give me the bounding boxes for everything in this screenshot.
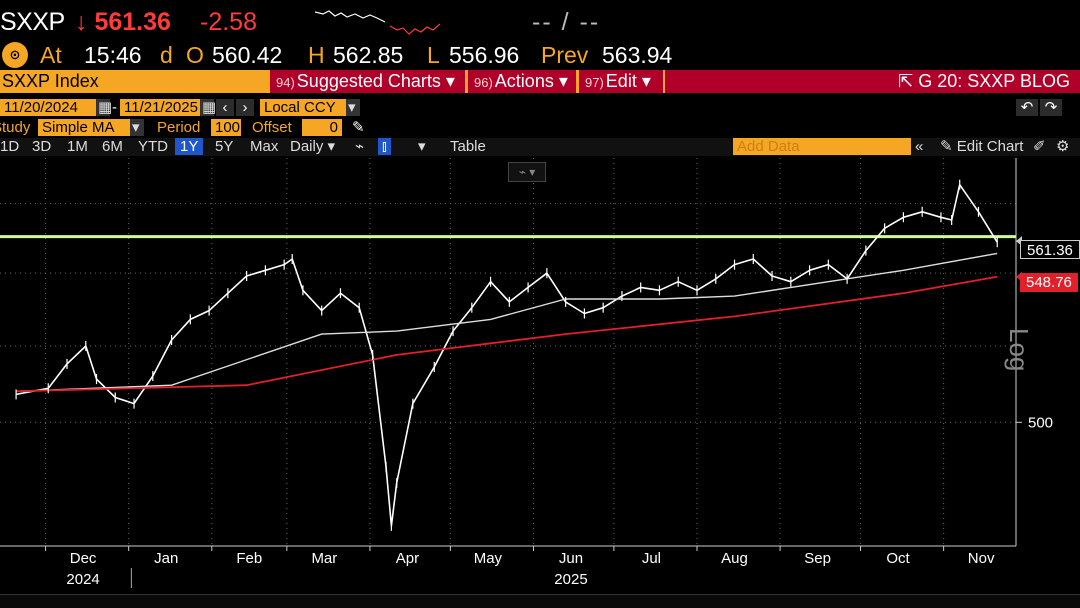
external-link-icon: ⇱ <box>898 71 919 91</box>
x-tick-label: Nov <box>968 550 995 567</box>
edit-num: 97) <box>585 75 604 90</box>
price-chart[interactable]: Dec Jan Feb Mar Apr May Jun Jul Aug Sep Oct Nov 2024… <box>0 158 1080 608</box>
high-label: H <box>308 42 325 68</box>
x-tick-label: Aug <box>721 550 748 567</box>
menu-bar: SXXP Index 94) Suggested Charts ▾ 96) Acti… <box>0 70 1080 93</box>
x-tick-label: Mar <box>311 550 337 567</box>
edit-icon[interactable]: ✐ <box>1033 138 1046 155</box>
sma100-series-line <box>16 275 998 393</box>
chevron-down-icon[interactable]: ▾ <box>346 99 360 116</box>
period-1m[interactable]: 1M <box>67 138 88 155</box>
calendar-icon[interactable]: ▦ <box>200 99 217 116</box>
y-tick-label: 500 <box>1028 414 1053 431</box>
period-toolbar: 1D 3D 1M 6M YTD 1Y 5Y Max Daily ▾ ⌁ ⫾ ▾ … <box>0 138 1080 156</box>
blog-link[interactable]: ⇱ G 20: SXXP BLOG <box>898 70 1070 93</box>
open-value: 560.42 <box>212 42 283 68</box>
prev-arrow-icon[interactable]: ‹ <box>216 99 234 116</box>
last-price: ↓ 561.36 <box>75 8 171 36</box>
period-input[interactable]: 100 <box>211 119 241 136</box>
at-label: At <box>40 42 62 68</box>
chart-canvas[interactable]: Dec Jan Feb Mar Apr May Jun Jul Aug Sep Oct Nov 2024… <box>0 158 1080 594</box>
edit-chart-button[interactable]: ✎ Edit Chart <box>940 138 1023 155</box>
d-label: d <box>160 42 173 68</box>
last-price-flag: 561.36 <box>1020 240 1080 259</box>
year-label: 2025 <box>554 571 587 588</box>
x-tick-label: Sep <box>804 550 831 567</box>
actions-num: 96) <box>474 75 493 90</box>
period-3d[interactable]: 3D <box>32 138 52 155</box>
start-date-input[interactable]: 11/20/2024 <box>0 99 96 116</box>
suggested-num: 94) <box>276 75 295 90</box>
open-label: O <box>186 42 204 68</box>
log-scale-label[interactable]: Log <box>1004 328 1034 372</box>
date-range-row: 11/20/2024 ▦ - 11/21/2025 ▦ ‹ › Local CC… <box>0 99 1080 117</box>
undo-icon[interactable]: ↶ <box>1016 99 1038 116</box>
prev-label: Prev <box>541 42 589 68</box>
blog-label: G 20: SXXP BLOG <box>918 71 1070 91</box>
study-row: Study Simple MA ▾ Period 100 Offset 0 ✎ <box>0 119 1080 137</box>
chevron-down-icon[interactable]: ▾ <box>130 119 144 136</box>
next-arrow-icon[interactable]: › <box>236 99 254 116</box>
actions-menu[interactable]: 96) Actions ▾ <box>468 70 576 93</box>
edit-label: Edit ▾ <box>605 71 651 91</box>
chevron-down-icon[interactable]: ▾ <box>418 138 426 155</box>
table-button[interactable]: Table <box>450 138 486 155</box>
ticker-symbol[interactable]: SXXP <box>0 8 65 36</box>
line-chart-icon[interactable]: ⌁ <box>355 138 365 155</box>
low-value: 556.96 <box>449 42 520 68</box>
low-label: L <box>427 42 440 68</box>
date-dash: - <box>112 99 117 116</box>
gauge-icon[interactable]: ⊙ <box>2 42 28 68</box>
suggested-charts-label: Suggested Charts ▾ <box>296 71 455 91</box>
period-max[interactable]: Max <box>250 138 279 155</box>
offset-label: Offset <box>252 119 292 136</box>
quote-header: SXXP ↓ 561.36 -2.58 -- / -- <box>0 0 1080 42</box>
x-tick-label: May <box>474 550 503 567</box>
x-tick-label: Jul <box>642 550 661 567</box>
bid-ask: -- / -- <box>532 8 601 36</box>
period-5y[interactable]: 5Y <box>215 138 234 155</box>
high-value: 562.85 <box>333 42 404 68</box>
edit-chart-label: Edit Chart <box>956 138 1024 155</box>
currency-select[interactable]: Local CCY <box>260 99 346 116</box>
x-tick-label: Apr <box>396 550 419 567</box>
edit-menu[interactable]: 97) Edit ▾ <box>579 70 663 93</box>
study-label: Study <box>0 119 31 136</box>
pencil-icon[interactable]: ✎ <box>352 119 365 136</box>
bar-chart-icon[interactable]: ⫾ <box>378 138 391 155</box>
x-tick-label: Jun <box>559 550 583 567</box>
x-tick-label: Jan <box>154 550 178 567</box>
menu-right-area: ⇱ G 20: SXXP BLOG <box>665 70 1080 93</box>
security-field[interactable]: SXXP Index <box>0 70 268 93</box>
add-data-input[interactable]: Add Data <box>733 138 911 155</box>
x-tick-label: Feb <box>236 550 262 567</box>
period-ytd[interactable]: YTD <box>138 138 168 155</box>
period-1y[interactable]: 1Y <box>175 138 204 155</box>
sma-flag: 548.76 <box>1020 273 1078 292</box>
intraday-sparkline <box>315 10 441 35</box>
chart-type-icon[interactable]: ⌁ ▾ <box>508 162 546 182</box>
gear-icon[interactable]: ⚙ <box>1056 138 1070 155</box>
quote-time: 15:46 <box>84 42 142 68</box>
study-type-select[interactable]: Simple MA <box>38 119 130 136</box>
x-tick-label: Oct <box>886 550 910 567</box>
prev-value: 563.94 <box>602 42 673 68</box>
period-label: Period <box>157 119 201 136</box>
period-1d[interactable]: 1D <box>0 138 20 155</box>
collapse-icon[interactable]: « <box>915 138 924 155</box>
end-date-input[interactable]: 11/21/2025 <box>120 99 200 116</box>
x-tick-label: Dec <box>70 550 97 567</box>
offset-input[interactable]: 0 <box>302 119 342 136</box>
suggested-charts-menu[interactable]: 94) Suggested Charts ▾ <box>270 70 465 93</box>
actions-label: Actions ▾ <box>494 71 568 91</box>
redo-icon[interactable]: ↷ <box>1040 99 1062 116</box>
year-label: 2024 <box>66 571 99 588</box>
bottom-strip <box>0 594 1080 608</box>
frequency-select[interactable]: Daily ▾ <box>290 138 336 155</box>
pencil-icon: ✎ <box>940 138 957 155</box>
quote-detail-row: ⊙ At 15:46 d O 560.42 H 562.85 L 556.96 … <box>0 40 1080 70</box>
net-change: -2.58 <box>200 8 257 36</box>
period-6m[interactable]: 6M <box>102 138 123 155</box>
calendar-icon[interactable]: ▦ <box>96 99 113 116</box>
